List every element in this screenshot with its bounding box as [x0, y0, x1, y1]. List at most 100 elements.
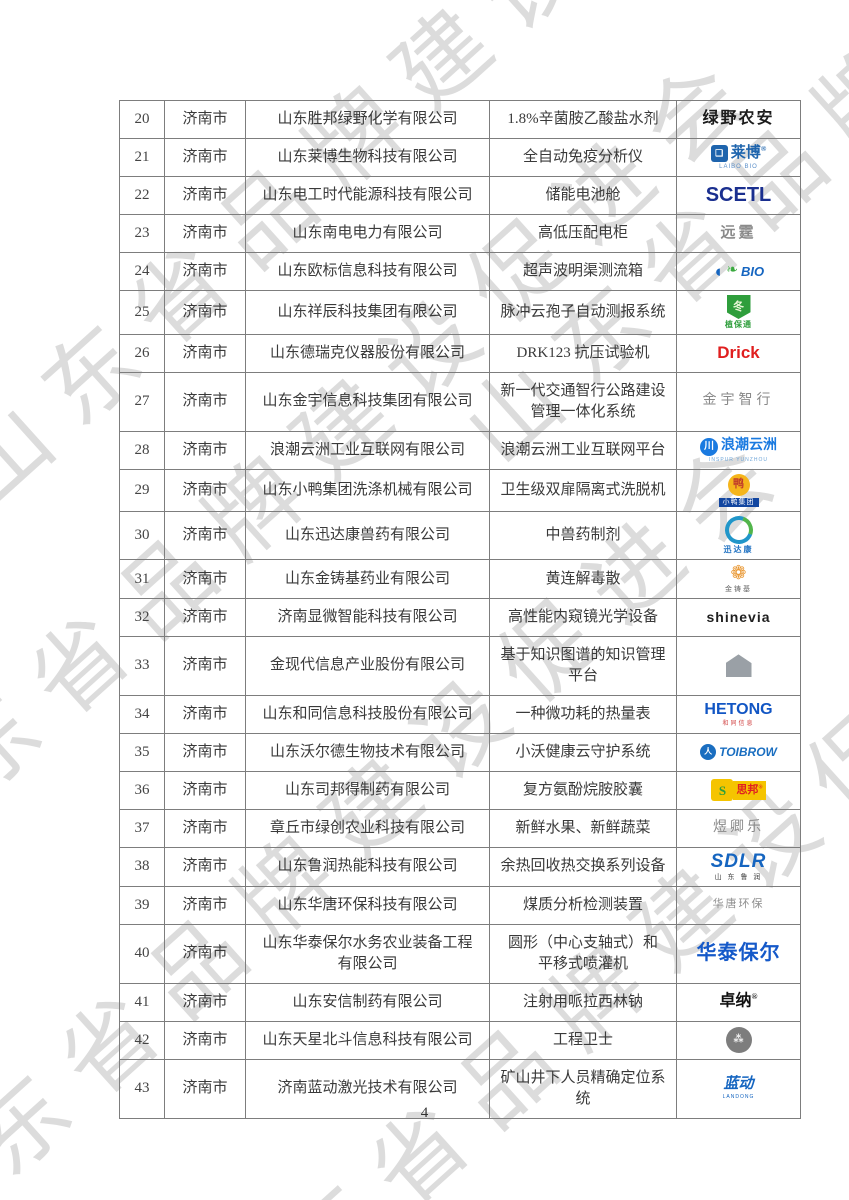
product-cell: 矿山井下人员精确定位系统 [489, 1058, 677, 1119]
company-cell: 山东欧标信息科技有限公司 [245, 252, 490, 291]
table-row: 35 济南市 山东沃尔德生物技术有限公司 小沃健康云守护系统 人 TOIBROW [119, 732, 801, 772]
brand-cell: 煜卿乐 [676, 808, 801, 848]
brand-logo-main: 鸭 [727, 473, 750, 496]
brand-logo: 川浪潮云洲 INSPUR YUNZHOU [679, 437, 798, 464]
company-cell: 山东胜邦绿野化学有限公司 [245, 100, 490, 139]
table-row: 20 济南市 山东胜邦绿野化学有限公司 1.8%辛菌胺乙酸盐水剂 绿野农安 [119, 100, 801, 139]
product-cell: 中兽药制剂 [489, 511, 677, 561]
table-row: 40 济南市 山东华泰保尔水务农业装备工程 有限公司 圆形（中心支轴式）和 平移式喷灌… [119, 923, 801, 984]
row-number: 32 [119, 597, 165, 637]
brand-logo: shinevia [679, 610, 798, 625]
logo-glyph: 川 [704, 440, 714, 452]
brand-logo [679, 654, 798, 678]
constellation-circle-icon: ⁂ [725, 1027, 752, 1054]
row-number: 22 [119, 176, 165, 215]
city-cell: 济南市 [164, 770, 246, 810]
company-cell: 山东司邦得制药有限公司 [245, 770, 490, 810]
table-row: 23 济南市 山东南电电力有限公司 高低压配电柜 远霆 [119, 214, 801, 253]
row-number: 30 [119, 511, 165, 561]
city-cell: 济南市 [164, 511, 246, 561]
brand-cell: Drick [676, 333, 801, 373]
table-row: 41 济南市 山东安信制药有限公司 注射用哌拉西林钠 卓纳® [119, 982, 801, 1022]
product-cell: 圆形（中心支轴式）和 平移式喷灌机 [489, 923, 677, 984]
brand-text: 卓纳® [719, 992, 758, 1010]
company-cell: 山东和同信息科技股份有限公司 [245, 694, 490, 734]
brand-logo: HETONG 和同信息 [679, 701, 798, 727]
city-cell: 济南市 [164, 846, 246, 887]
product-cell: 一种微功耗的热量表 [489, 694, 677, 734]
row-number: 39 [119, 885, 165, 925]
row-number: 37 [119, 808, 165, 848]
table-row: 34 济南市 山东和同信息科技股份有限公司 一种微功耗的热量表 HETONG 和同信息 [119, 694, 801, 734]
brand-cell: 迅达康 [676, 511, 801, 561]
brand-logo: 冬植保通 [679, 295, 798, 330]
city-cell: 济南市 [164, 982, 246, 1022]
brand-cell: ◖ ❧ BIO [676, 252, 801, 291]
brand-subtext: LAIBO BIO [719, 163, 758, 170]
logo-glyph: 人 [704, 747, 713, 757]
registered-mark: ® [751, 992, 758, 1002]
product-cell: 余热回收热交换系列设备 [489, 846, 677, 887]
leaf-icon: ❧ [726, 263, 738, 279]
logo-glyph: ⁂ [733, 1034, 744, 1046]
brand-logo: 卓纳® [679, 993, 798, 1010]
product-cell: 高性能内窥镜光学设备 [489, 597, 677, 637]
brand-text: 华泰保尔 [696, 942, 781, 965]
row-number: 43 [119, 1058, 165, 1119]
product-cell: 脉冲云孢子自动测报系统 [489, 290, 677, 335]
brand-logo: ⁂ [679, 1027, 798, 1054]
brand-text: 金宇智行 [702, 393, 775, 409]
table-row: 43 济南市 济南蓝动激光技术有限公司 矿山井下人员精确定位系统 蓝动 LANDONG [119, 1058, 801, 1119]
company-cell: 济南显微智能科技有限公司 [245, 597, 490, 637]
product-cell: 卫生级双扉隔离式洗脱机 [489, 468, 677, 513]
product-cell: 工程卫士 [489, 1020, 677, 1060]
table-row: 38 济南市 山东鲁润热能科技有限公司 余热回收热交换系列设备 SDLR 山 东 鲁 润 [119, 846, 801, 887]
city-cell: 济南市 [164, 732, 246, 772]
brand-subtext: 植保通 [725, 320, 752, 329]
brand-logo: 远霆 [679, 225, 798, 242]
brand-logo-main: shinevia [706, 610, 770, 625]
brand-cell [676, 635, 801, 696]
brand-text: 浪潮云洲 [721, 438, 777, 454]
brand-cell: ⁂ [676, 1020, 801, 1060]
product-cell: 黄连解毒散 [489, 559, 677, 599]
brand-cell: shinevia [676, 597, 801, 637]
table-row: 26 济南市 山东德瑞克仪器股份有限公司 DRK123 抗压试验机 Drick [119, 333, 801, 373]
brand-text: SDLR [710, 850, 767, 872]
brand-cell: 远霆 [676, 214, 801, 253]
brand-logo-main: ❑ 莱博® [710, 144, 766, 162]
company-table: 20 济南市 山东胜邦绿野化学有限公司 1.8%辛菌胺乙酸盐水剂 绿野农安 21 济南市 山东… [119, 100, 801, 1119]
person-circle-icon: 人 [700, 744, 717, 761]
brand-logo-main: 绿野农安 [702, 110, 774, 128]
brand-cell: 绿野农安 [676, 100, 801, 139]
brand-subtext: 金铸基 [725, 586, 752, 594]
company-cell: 山东金宇信息科技集团有限公司 [245, 371, 490, 432]
table-row: 32 济南市 济南显微智能科技有限公司 高性能内窥镜光学设备 shinevia [119, 597, 801, 637]
company-cell: 山东安信制药有限公司 [245, 982, 490, 1022]
city-cell: 济南市 [164, 1020, 246, 1060]
product-cell: 小沃健康云守护系统 [489, 732, 677, 772]
brand-logo-main: 川浪潮云洲 [700, 437, 777, 456]
brand-logo: 绿野农安 [679, 110, 798, 128]
table-row: 21 济南市 山东莱博生物科技有限公司 全自动免疫分析仪 ❑ 莱博® LAIBO BIO [119, 138, 801, 177]
city-cell: 济南市 [164, 885, 246, 925]
brand-logo-main [719, 512, 758, 550]
city-cell: 济南市 [164, 138, 246, 177]
table-row: 39 济南市 山东华唐环保科技有限公司 煤质分析检测装置 华唐环保 [119, 885, 801, 925]
table-row: 22 济南市 山东电工时代能源科技有限公司 储能电池舱 SCETL [119, 176, 801, 215]
product-cell: 注射用哌拉西林钠 [489, 982, 677, 1022]
city-cell: 济南市 [164, 430, 246, 470]
logo-glyph: S [718, 782, 727, 798]
brand-logo-main: 卓纳® [720, 993, 758, 1010]
row-number: 27 [119, 371, 165, 432]
brand-logo-main: 金宇智行 [703, 394, 775, 409]
city-cell: 济南市 [164, 923, 246, 984]
brand-subtext: 山 东 鲁 润 [714, 873, 763, 881]
brand-cell: ❁ 金铸基 [676, 559, 801, 599]
company-cell: 山东华唐环保科技有限公司 [245, 885, 490, 925]
row-number: 20 [119, 100, 165, 139]
row-number: 23 [119, 214, 165, 253]
brand-logo-main: 煜卿乐 [713, 820, 764, 836]
city-cell: 济南市 [164, 1058, 246, 1119]
row-number: 40 [119, 923, 165, 984]
